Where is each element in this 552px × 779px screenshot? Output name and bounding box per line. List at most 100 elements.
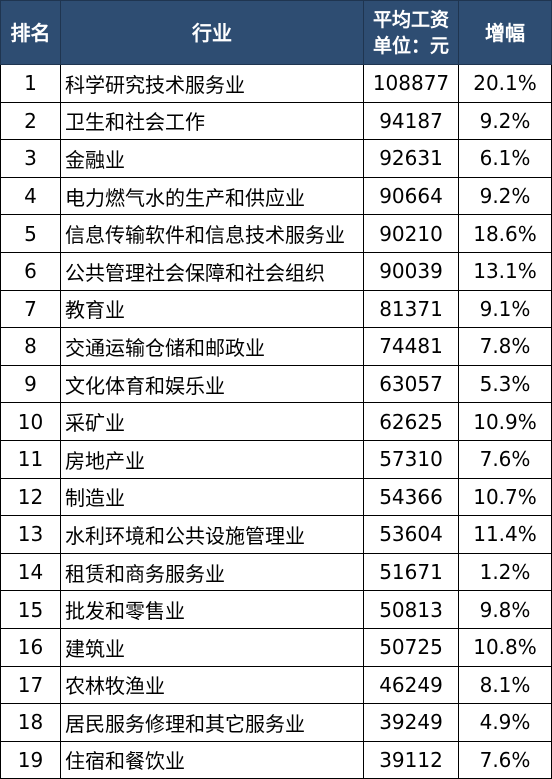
rank-cell: 9 (0, 364, 61, 404)
growth-cell: 9.8% (458, 590, 552, 629)
rank-cell: 6 (0, 251, 61, 291)
table-row: 9 文化体育和娱乐业 63057 5.3% (0, 364, 552, 404)
industry-cell: 房地产业 (60, 439, 364, 479)
header-average-wage: 平均工资 单位：元 (363, 0, 459, 65)
growth-cell: 13.1% (458, 251, 552, 291)
rank-cell: 1 (0, 64, 61, 103)
growth-cell: 20.1% (458, 64, 552, 103)
average-wage-cell: 94187 (363, 101, 459, 141)
industry-cell: 建筑业 (60, 627, 364, 667)
growth-cell: 10.8% (458, 627, 552, 667)
table-row: 4 电力燃气水的生产和供应业 90664 9.2% (0, 176, 552, 216)
average-wage-cell: 63057 (363, 364, 459, 404)
rank-cell: 14 (0, 552, 61, 592)
growth-cell: 1.2% (458, 552, 552, 592)
average-wage-cell: 51671 (363, 552, 459, 592)
rank-cell: 19 (0, 740, 61, 779)
rank-cell: 16 (0, 627, 61, 667)
header-industry: 行业 (60, 0, 364, 65)
growth-cell: 7.8% (458, 327, 552, 366)
table-row: 17 农林牧渔业 46249 8.1% (0, 665, 552, 705)
growth-cell: 9.2% (458, 176, 552, 216)
table-row: 12 制造业 54366 10.7% (0, 477, 552, 517)
growth-cell: 10.7% (458, 477, 552, 517)
industry-cell: 住宿和餐饮业 (60, 740, 364, 779)
industry-cell: 卫生和社会工作 (60, 101, 364, 141)
average-wage-cell: 50725 (363, 627, 459, 667)
table-row: 15 批发和零售业 50813 9.8% (0, 590, 552, 629)
rank-cell: 15 (0, 590, 61, 629)
rank-cell: 17 (0, 665, 61, 705)
growth-cell: 7.6% (458, 439, 552, 479)
industry-cell: 公共管理社会保障和社会组织 (60, 251, 364, 291)
growth-cell: 9.1% (458, 289, 552, 329)
growth-cell: 11.4% (458, 515, 552, 554)
industry-cell: 居民服务修理和其它服务业 (60, 703, 364, 742)
table-body: 1 科学研究技术服务业 108877 20.1% 2 卫生和社会工作 94187 9.2% 3 金… (0, 64, 552, 779)
average-wage-cell: 90210 (363, 214, 459, 253)
growth-cell: 8.1% (458, 665, 552, 705)
industry-cell: 交通运输仓储和邮政业 (60, 327, 364, 366)
table-row: 5 信息传输软件和信息技术服务业 90210 18.6% (0, 214, 552, 253)
table-row: 8 交通运输仓储和邮政业 74481 7.8% (0, 327, 552, 366)
average-wage-cell: 57310 (363, 439, 459, 479)
table-row: 7 教育业 81371 9.1% (0, 289, 552, 329)
average-wage-cell: 50813 (363, 590, 459, 629)
industry-cell: 文化体育和娱乐业 (60, 364, 364, 404)
industry-cell: 信息传输软件和信息技术服务业 (60, 214, 364, 253)
average-wage-cell: 81371 (363, 289, 459, 329)
rank-cell: 4 (0, 176, 61, 216)
rank-cell: 5 (0, 214, 61, 253)
rank-cell: 2 (0, 101, 61, 141)
industry-cell: 教育业 (60, 289, 364, 329)
rank-cell: 3 (0, 139, 61, 178)
header-wage-title: 平均工资 (372, 8, 449, 31)
header-growth: 增幅 (458, 0, 552, 65)
industry-cell: 水利环境和公共设施管理业 (60, 515, 364, 554)
table-row: 1 科学研究技术服务业 108877 20.1% (0, 64, 552, 103)
table-row: 11 房地产业 57310 7.6% (0, 439, 552, 479)
table-row: 10 采矿业 62625 10.9% (0, 402, 552, 441)
growth-cell: 10.9% (458, 402, 552, 441)
growth-cell: 18.6% (458, 214, 552, 253)
growth-cell: 6.1% (458, 139, 552, 178)
average-wage-cell: 39249 (363, 703, 459, 742)
table-row: 16 建筑业 50725 10.8% (0, 627, 552, 667)
table-row: 2 卫生和社会工作 94187 9.2% (0, 101, 552, 141)
header-row: 排名 行业 平均工资 单位：元 增幅 (0, 0, 552, 65)
industry-cell: 农林牧渔业 (60, 665, 364, 705)
table-row: 3 金融业 92631 6.1% (0, 139, 552, 178)
growth-cell: 9.2% (458, 101, 552, 141)
table-row: 14 租赁和商务服务业 51671 1.2% (0, 552, 552, 592)
industry-cell: 制造业 (60, 477, 364, 517)
average-wage-cell: 54366 (363, 477, 459, 517)
average-wage-cell: 92631 (363, 139, 459, 178)
industry-cell: 批发和零售业 (60, 590, 364, 629)
rank-cell: 7 (0, 289, 61, 329)
rank-cell: 12 (0, 477, 61, 517)
average-wage-cell: 108877 (363, 64, 459, 103)
industry-cell: 租赁和商务服务业 (60, 552, 364, 592)
rank-cell: 10 (0, 402, 61, 441)
industry-cell: 科学研究技术服务业 (60, 64, 364, 103)
header-wage-unit: 单位：元 (372, 34, 449, 57)
industry-cell: 金融业 (60, 139, 364, 178)
table-row: 6 公共管理社会保障和社会组织 90039 13.1% (0, 251, 552, 291)
table-header: 排名 行业 平均工资 单位：元 增幅 (0, 0, 552, 65)
average-wage-cell: 46249 (363, 665, 459, 705)
average-wage-cell: 90039 (363, 251, 459, 291)
table-row: 13 水利环境和公共设施管理业 53604 11.4% (0, 515, 552, 554)
average-wage-cell: 53604 (363, 515, 459, 554)
growth-cell: 7.6% (458, 740, 552, 779)
growth-cell: 4.9% (458, 703, 552, 742)
rank-cell: 8 (0, 327, 61, 366)
industry-cell: 采矿业 (60, 402, 364, 441)
rank-cell: 11 (0, 439, 61, 479)
average-wage-cell: 90664 (363, 176, 459, 216)
rank-cell: 13 (0, 515, 61, 554)
industry-cell: 电力燃气水的生产和供应业 (60, 176, 364, 216)
average-wage-cell: 39112 (363, 740, 459, 779)
average-wage-cell: 62625 (363, 402, 459, 441)
